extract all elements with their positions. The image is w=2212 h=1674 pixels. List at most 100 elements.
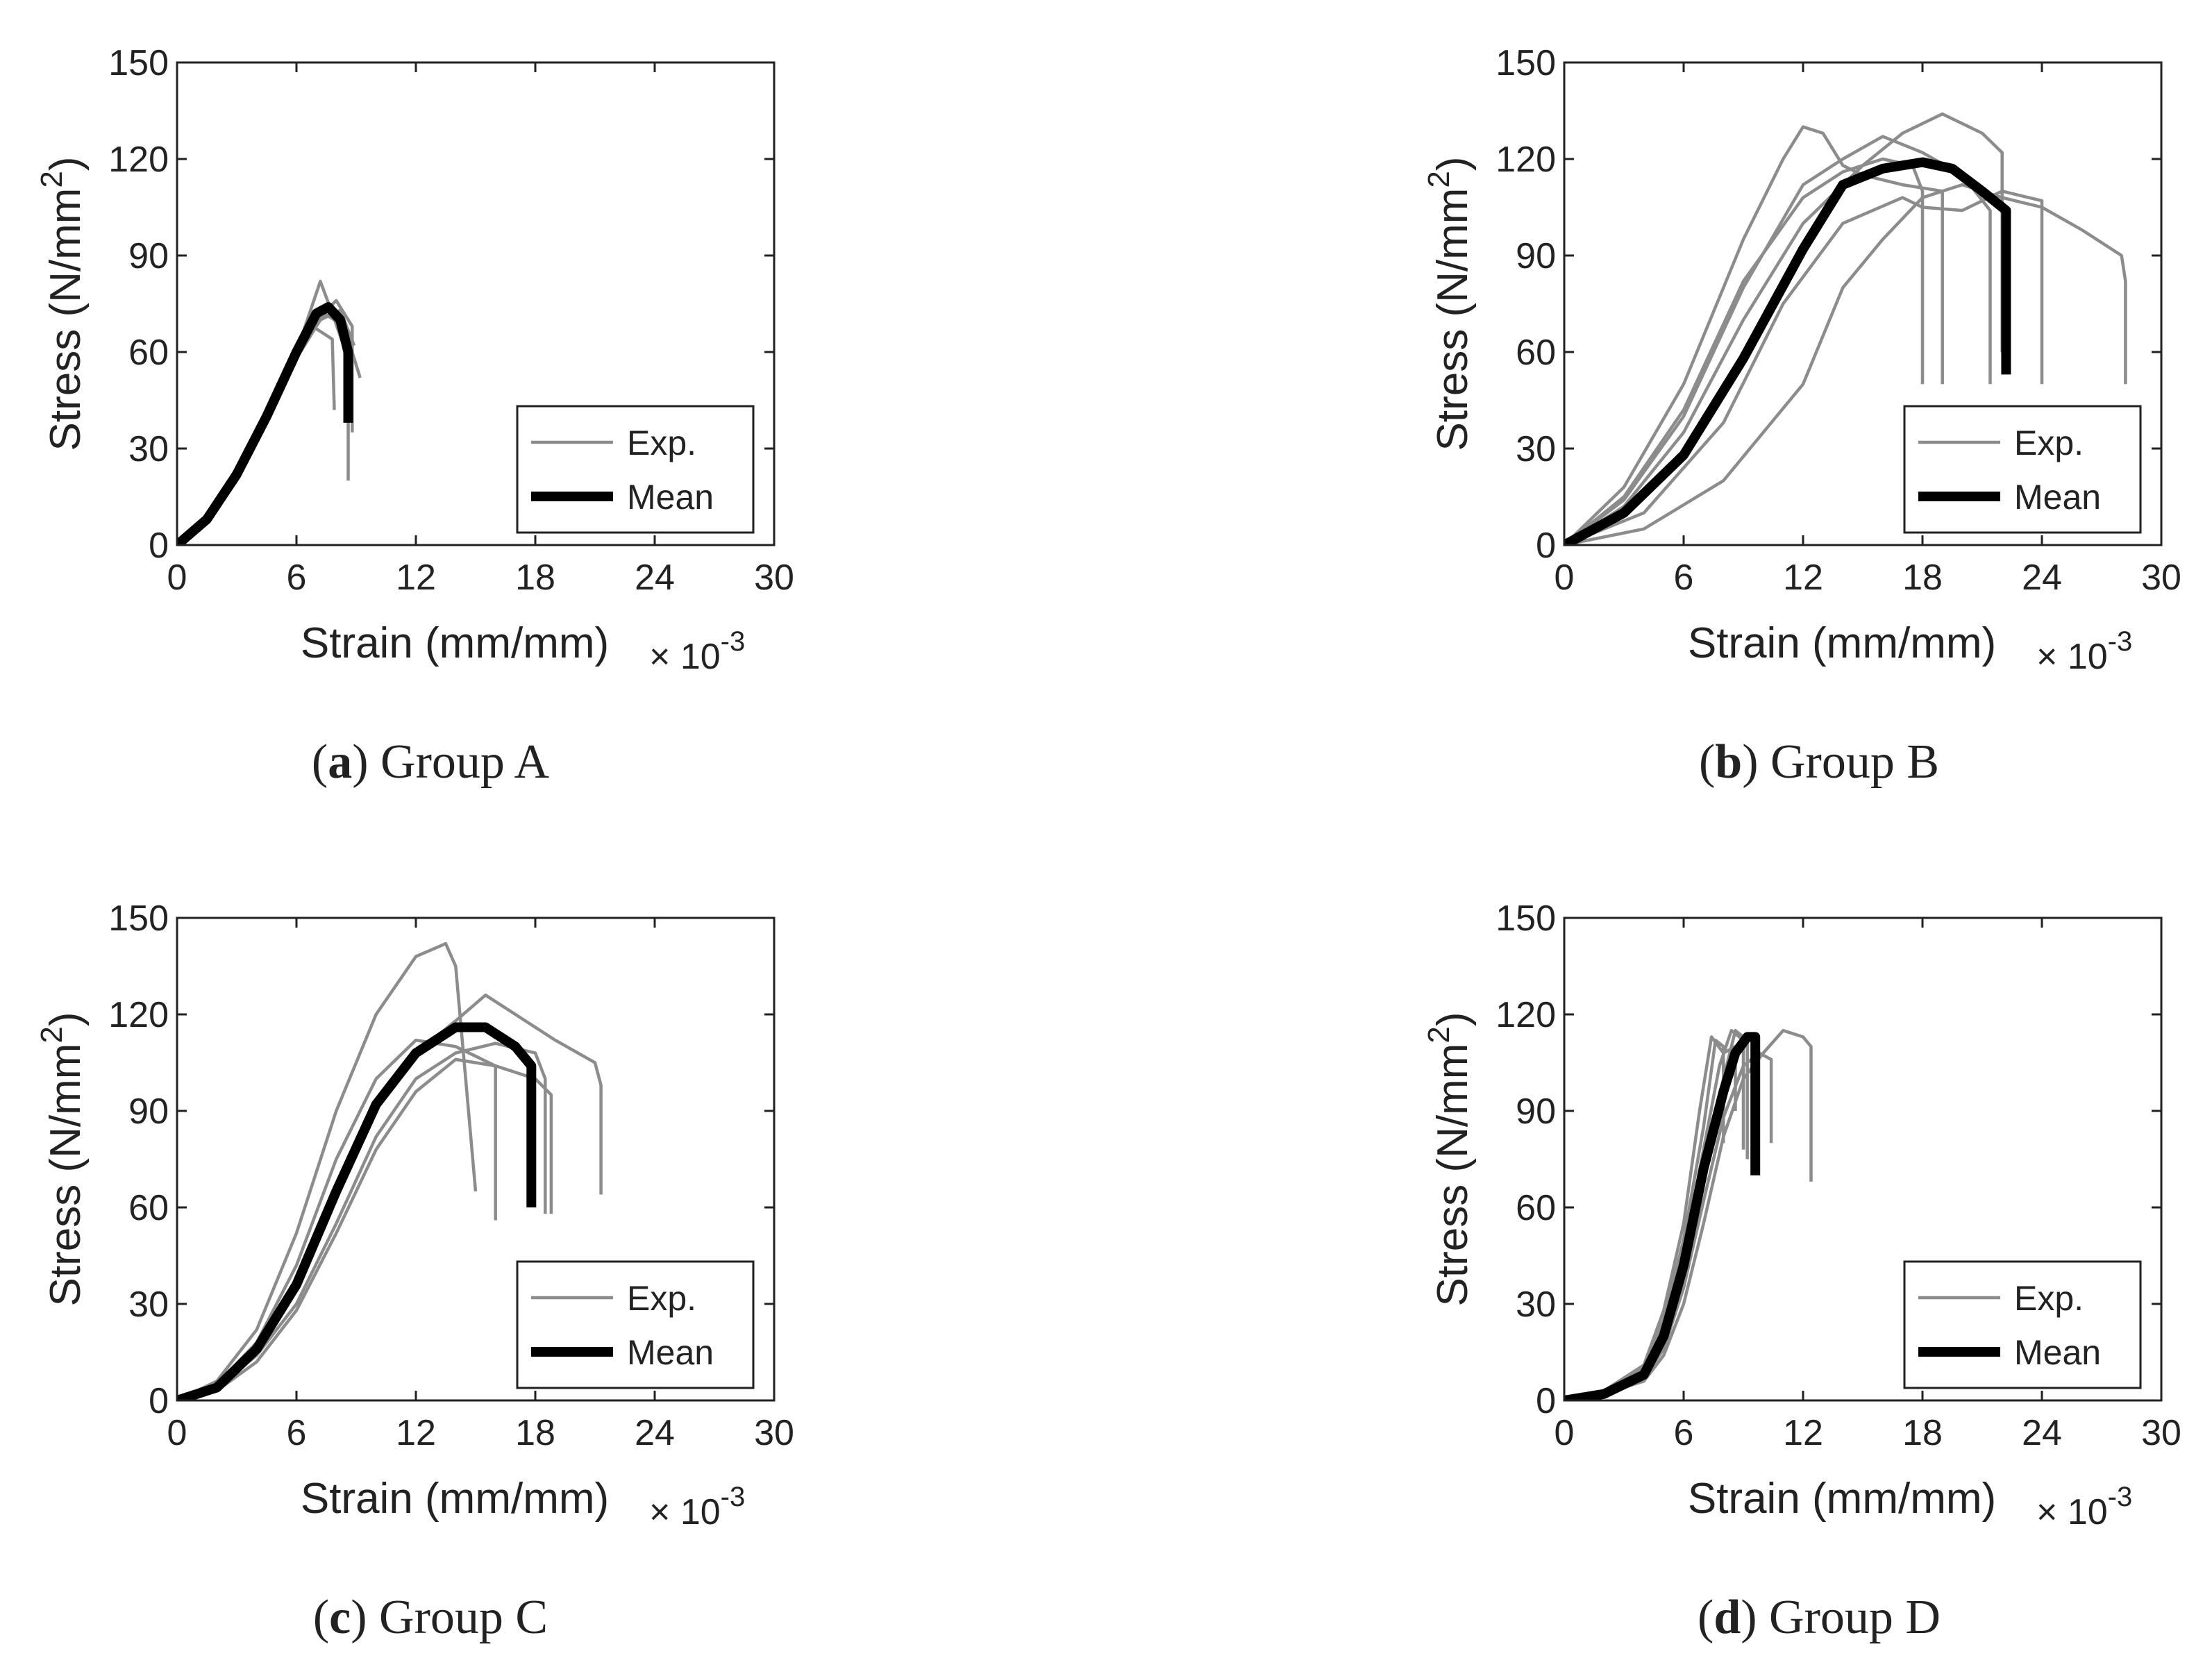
exp-curve-1 — [1564, 125, 1944, 545]
panel-caption: (a) Group A — [312, 735, 550, 789]
axes-box — [176, 61, 776, 546]
legend-exp-label: Exp. — [627, 424, 696, 462]
axes-box — [176, 916, 776, 1402]
legend-mean-label: Mean — [2014, 1333, 2101, 1372]
y-tick-label: 150 — [1495, 898, 1556, 939]
legend-mean-label: Mean — [627, 1333, 714, 1372]
x-tick-label: 12 — [396, 558, 436, 598]
y-tick-label: 90 — [128, 1091, 169, 1132]
y-tick-label: 150 — [108, 43, 169, 83]
y-tick-label: 30 — [1516, 429, 1556, 469]
x-tick-label: 6 — [1674, 558, 1694, 598]
x-axis-label: Strain (mm/mm) — [301, 619, 609, 667]
y-tick-label: 90 — [128, 236, 169, 276]
y-tick-label: 0 — [1536, 526, 1556, 566]
x-tick-label: 0 — [167, 1413, 187, 1453]
x-tick-label: 30 — [2141, 1413, 2181, 1453]
x-axis-label: Strain (mm/mm) — [1688, 1475, 1996, 1523]
y-axis-label: Stress (N/mm2) — [35, 1012, 90, 1306]
x-axis-multiplier: × 10-3 — [2036, 1482, 2132, 1532]
x-tick-label: 30 — [754, 558, 794, 598]
y-tick-label: 120 — [1495, 995, 1556, 1035]
axes-box — [1563, 916, 2163, 1402]
x-tick-label: 18 — [1902, 558, 1943, 598]
mean-curve — [177, 1022, 537, 1400]
mean-curve — [1564, 1032, 1761, 1400]
mean-curve — [177, 302, 353, 545]
y-axis-label: Stress (N/mm2) — [1422, 1012, 1477, 1306]
x-tick-label: 12 — [1783, 1413, 1823, 1453]
legend-box — [1903, 405, 2142, 534]
chart-panel-c: 0 6 12 18 24 30 0 30 60 90 120 150 Strain (mm/mm) × 1… — [35, 898, 794, 1644]
x-axis-label: Strain (mm/mm) — [301, 1475, 609, 1523]
legend-exp-label: Exp. — [2014, 424, 2084, 462]
legend-box — [516, 1260, 755, 1389]
x-tick-label: 12 — [396, 1413, 436, 1453]
x-tick-label: 12 — [1783, 558, 1823, 598]
chart-panel-d: 0 6 12 18 24 30 0 30 60 90 120 150 Strain (mm/mm) × 1… — [1422, 898, 2181, 1644]
x-tick-label: 24 — [635, 1413, 675, 1453]
x-tick-label: 18 — [515, 558, 555, 598]
y-tick-label: 150 — [108, 898, 169, 939]
x-axis-multiplier: × 10-3 — [2036, 626, 2132, 677]
y-tick-label: 30 — [128, 429, 169, 469]
exp-curve-4 — [1564, 157, 1925, 545]
exp-curve-4 — [1564, 1035, 1737, 1400]
x-tick-label: 0 — [167, 558, 187, 598]
legend: Exp. Mean — [1903, 405, 2142, 534]
legend-mean-label: Mean — [627, 478, 714, 517]
x-tick-label: 6 — [1674, 1413, 1694, 1453]
y-tick-label: 90 — [1516, 236, 1556, 276]
x-tick-label: 24 — [2022, 1413, 2062, 1453]
x-tick-label: 30 — [754, 1413, 794, 1453]
x-tick-label: 18 — [1902, 1413, 1943, 1453]
x-tick-label: 24 — [2022, 558, 2062, 598]
panel-caption: (c) Group C — [313, 1591, 548, 1644]
y-tick-label: 0 — [149, 526, 169, 566]
legend-box — [516, 405, 755, 534]
y-tick-label: 150 — [1495, 43, 1556, 83]
exp-curve-3 — [1564, 1028, 1813, 1400]
legend-mean-label: Mean — [2014, 478, 2101, 517]
x-tick-label: 24 — [635, 558, 675, 598]
axes-box — [1563, 61, 2163, 546]
chart-panel-a: 0 6 12 18 24 30 0 30 60 90 120 150 Strain (mm/mm) × 1… — [35, 43, 794, 789]
y-tick-label: 30 — [128, 1284, 169, 1325]
mean-curve — [1564, 157, 2011, 545]
x-tick-label: 30 — [2141, 558, 2181, 598]
y-axis-label: Stress (N/mm2) — [35, 156, 90, 451]
legend-exp-label: Exp. — [2014, 1279, 2084, 1318]
y-tick-label: 120 — [1495, 140, 1556, 180]
x-tick-label: 18 — [515, 1413, 555, 1453]
y-tick-label: 60 — [1516, 333, 1556, 373]
panel-caption: (d) Group D — [1698, 1591, 1941, 1644]
y-tick-label: 120 — [108, 140, 169, 180]
x-tick-label: 6 — [287, 558, 307, 598]
x-tick-label: 6 — [287, 1413, 307, 1453]
panel-caption: (b) Group B — [1699, 735, 1939, 789]
x-axis-multiplier: × 10-3 — [649, 1482, 745, 1532]
y-tick-label: 60 — [1516, 1188, 1556, 1228]
legend: Exp. Mean — [1903, 1260, 2142, 1389]
exp-curve-3 — [177, 1057, 553, 1400]
y-tick-label: 60 — [128, 333, 169, 373]
legend-box — [1903, 1260, 2142, 1389]
y-tick-label: 120 — [108, 995, 169, 1035]
x-tick-label: 0 — [1555, 558, 1575, 598]
exp-curve-1 — [177, 941, 478, 1400]
chart-panel-b: 0 6 12 18 24 30 0 30 60 90 120 150 Strain (mm/mm) × 1… — [1422, 43, 2181, 789]
y-tick-label: 0 — [149, 1381, 169, 1421]
x-axis-multiplier: × 10-3 — [649, 626, 745, 677]
y-tick-label: 0 — [1536, 1381, 1556, 1421]
legend: Exp. Mean — [516, 1260, 755, 1389]
legend: Exp. Mean — [516, 405, 755, 534]
y-tick-label: 90 — [1516, 1091, 1556, 1132]
x-tick-label: 0 — [1555, 1413, 1575, 1453]
y-tick-label: 60 — [128, 1188, 169, 1228]
y-tick-label: 30 — [1516, 1284, 1556, 1325]
exp-curve-6 — [1564, 190, 2044, 545]
x-axis-label: Strain (mm/mm) — [1688, 619, 1996, 667]
exp-curve-5 — [1564, 183, 2127, 545]
